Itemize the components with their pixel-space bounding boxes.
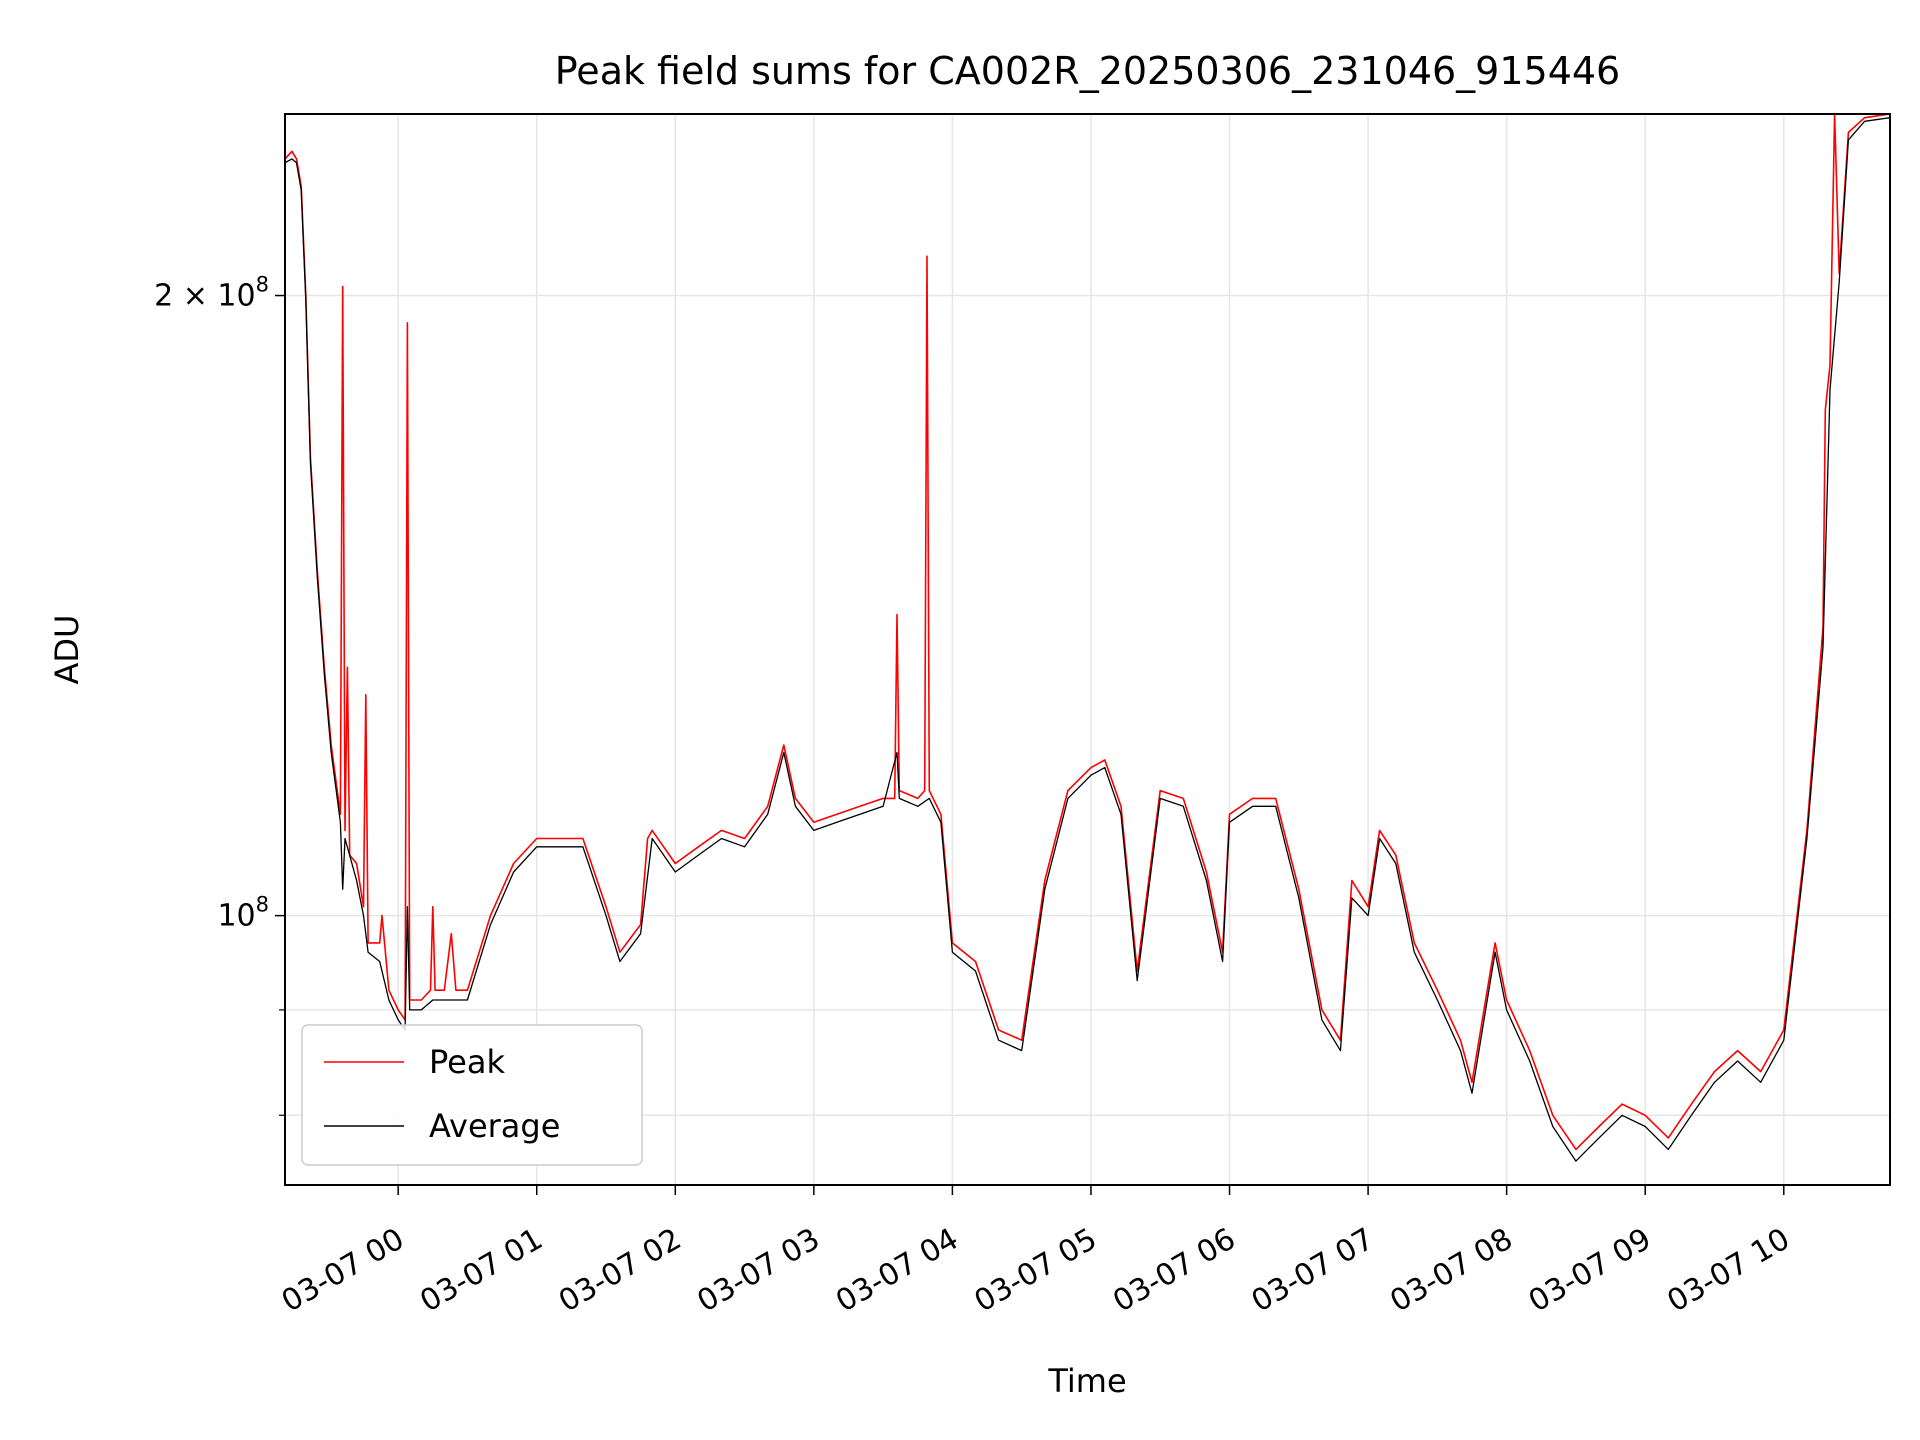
legend-label-average: Average (429, 1107, 560, 1145)
chart-title: Peak field sums for CA002R_20250306_2310… (555, 49, 1620, 93)
plot-frame (284, 113, 1891, 1186)
legend: Peak Average (301, 1024, 643, 1166)
legend-box (301, 1024, 643, 1166)
x-axis-title: Time (1047, 1362, 1126, 1400)
y-tick-label-exponent: 8 (256, 893, 269, 917)
y-tick-label-base: 10 (217, 899, 255, 934)
series-line-average (285, 117, 1890, 1162)
legend-label-peak: Peak (429, 1043, 505, 1081)
y-tick-label-base: 2 × 10 (154, 279, 255, 314)
y-tick-label: 2 × 108 (154, 273, 269, 314)
y-tick-label: 108 (217, 893, 269, 934)
y-tick-label-exponent: 8 (256, 273, 269, 297)
y-axis-title: ADU (48, 615, 86, 685)
plot-series (285, 114, 1890, 1162)
